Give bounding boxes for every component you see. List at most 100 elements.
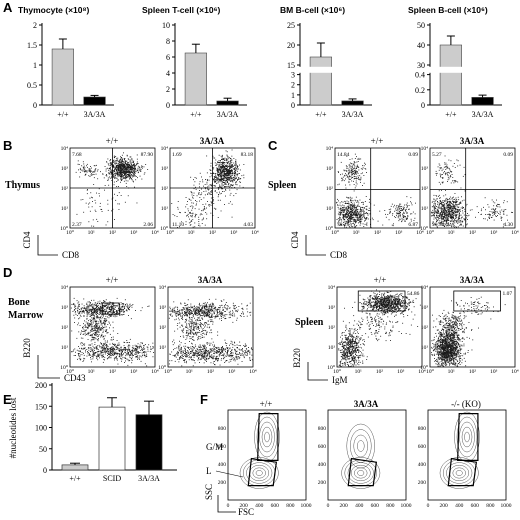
event-dot [90,169,91,171]
event-dot [346,217,348,218]
event-dot [120,179,122,180]
event-dot [97,178,99,180]
event-dot [211,190,212,192]
event-dot [221,173,223,175]
event-dot [432,200,434,202]
event-dot [88,344,90,346]
event-dot [350,200,351,202]
event-dot [98,353,100,355]
event-dot [449,203,451,205]
event-dot [222,161,224,163]
event-dot [458,211,460,213]
event-dot [91,361,92,363]
event-dot [136,351,138,353]
event-dot [218,188,220,190]
event-dot [445,198,447,200]
event-dot [118,355,120,357]
event-dot [109,168,111,170]
event-dot [115,164,117,166]
event-dot [105,348,106,350]
event-dot [123,348,125,350]
event-dot [112,313,114,315]
event-dot [228,179,230,181]
event-dot [135,349,137,351]
event-dot [441,202,443,204]
event-dot [489,218,490,219]
event-dot [228,164,230,166]
event-dot [108,347,110,349]
event-dot [454,205,455,207]
event-dot [350,208,352,209]
event-dot [198,219,200,220]
event-dot [231,171,233,173]
event-dot [222,184,224,186]
event-dot [192,226,194,228]
event-dot [353,223,355,225]
event-dot [350,211,351,212]
event-dot [126,164,128,166]
event-dot [108,303,110,305]
event-dot [355,177,356,179]
event-dot [489,215,491,217]
event-dot [342,209,343,211]
event-dot [402,213,404,214]
event-dot [350,203,352,205]
event-dot [494,213,496,215]
event-dot [458,216,460,218]
event-dot [223,159,225,160]
event-dot [103,338,105,340]
event-dot [114,348,115,350]
event-dot [101,211,103,212]
event-dot [77,160,79,162]
event-dot [100,310,102,312]
event-dot [120,158,122,159]
event-dot [190,213,192,214]
event-dot [100,351,102,353]
event-dot [132,345,134,347]
event-dot [231,159,233,161]
event-dot [92,351,94,352]
event-dot [118,353,120,355]
event-dot [141,343,143,345]
event-dot [88,221,90,223]
event-dot [122,163,124,165]
event-dot [203,197,205,199]
event-dot [99,357,100,359]
event-dot [220,175,222,177]
event-dot [112,176,114,178]
event-dot [467,219,468,220]
event-dot [115,172,117,174]
event-dot [347,175,349,177]
event-dot [405,210,406,211]
event-dot [113,174,115,176]
event-dot [71,351,73,353]
event-dot [128,170,129,172]
event-dot [94,169,96,171]
event-dot [148,305,150,307]
event-dot [224,182,226,184]
event-dot [199,200,200,202]
event-dot [443,215,445,217]
event-dot [400,218,402,220]
event-dot [350,174,352,176]
event-dot [110,311,111,312]
event-dot [220,187,222,188]
event-dot [434,207,436,208]
event-dot [404,212,405,214]
event-dot [466,224,468,226]
quadrant-ul: 5.27 [432,152,442,158]
event-dot [215,179,217,180]
event-dot [412,211,414,213]
event-dot [339,216,340,218]
event-dot [128,165,130,166]
event-dot [348,197,350,199]
event-dot [107,348,109,350]
event-dot [113,304,114,306]
event-dot [96,357,97,359]
event-dot [198,221,200,222]
event-dot [97,304,99,306]
event-dot [337,204,339,206]
event-dot [103,347,105,349]
event-dot [128,315,129,316]
event-dot [437,208,439,210]
